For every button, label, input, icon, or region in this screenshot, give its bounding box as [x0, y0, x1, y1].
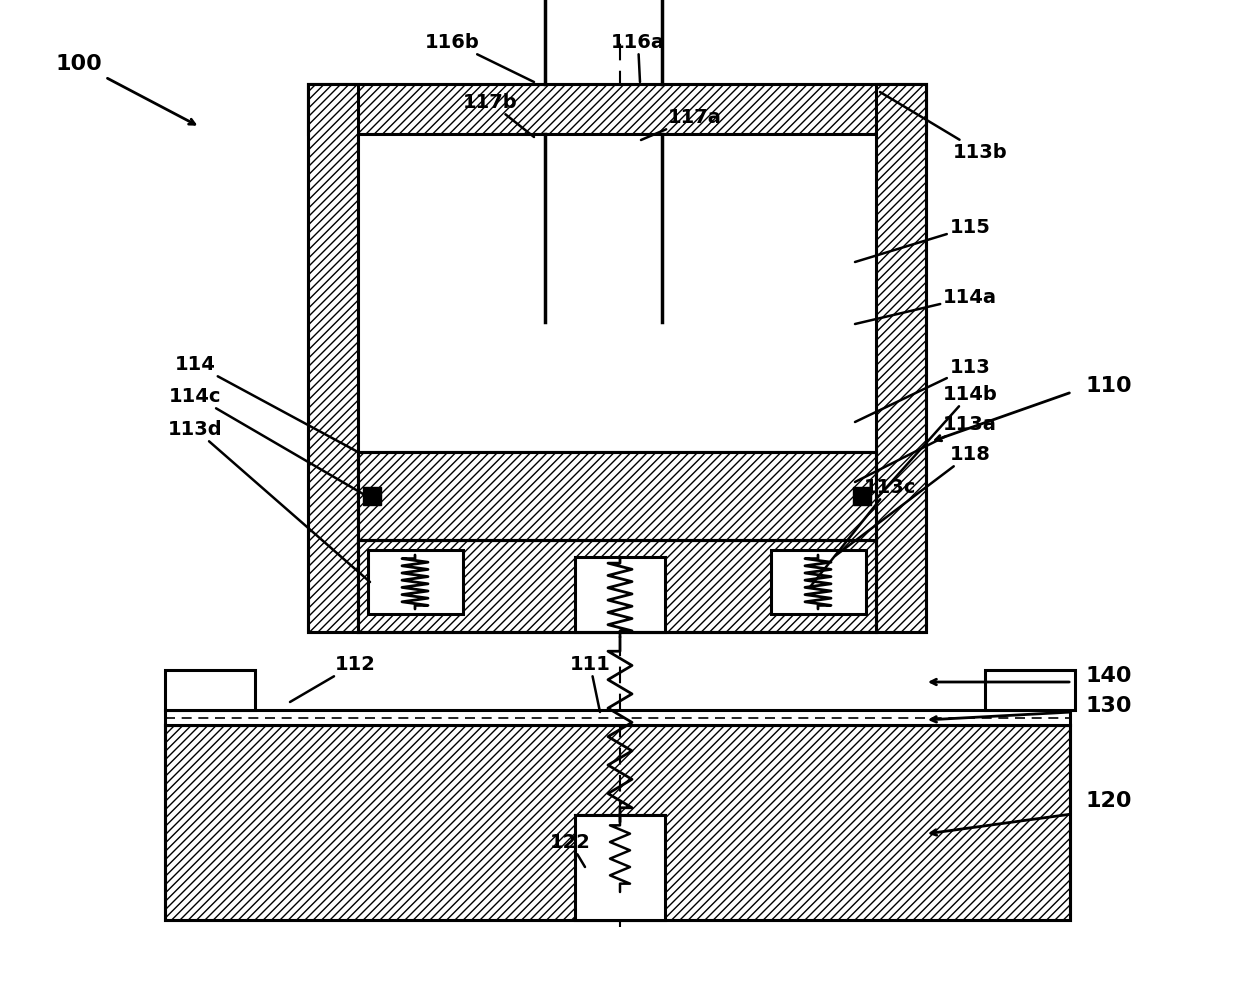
- Bar: [165, 725, 1070, 920]
- Bar: [165, 710, 1070, 725]
- Text: 130: 130: [1085, 696, 1131, 716]
- Text: 116a: 116a: [611, 32, 665, 82]
- Bar: [875, 84, 926, 632]
- Bar: [165, 670, 255, 710]
- Text: 111: 111: [569, 654, 610, 712]
- Text: 114: 114: [175, 355, 358, 452]
- Text: 115: 115: [856, 217, 991, 262]
- Text: 117a: 117a: [641, 107, 722, 140]
- Text: 113: 113: [856, 357, 991, 422]
- Text: 114a: 114a: [856, 288, 997, 324]
- Bar: [363, 487, 381, 505]
- Text: 110: 110: [1085, 376, 1132, 396]
- Bar: [853, 487, 870, 505]
- Text: 100: 100: [55, 54, 102, 74]
- Text: 140: 140: [1085, 666, 1131, 686]
- Bar: [985, 670, 1075, 710]
- Bar: [308, 84, 358, 632]
- Bar: [358, 452, 875, 540]
- Text: 118: 118: [835, 445, 991, 556]
- Text: 122: 122: [549, 833, 590, 867]
- Text: 116b: 116b: [424, 32, 534, 82]
- Bar: [358, 134, 875, 452]
- Text: 120: 120: [1085, 791, 1131, 811]
- Bar: [358, 540, 875, 632]
- Bar: [308, 84, 926, 632]
- Text: 117b: 117b: [463, 92, 534, 137]
- Bar: [368, 550, 463, 614]
- Bar: [358, 452, 875, 540]
- Text: 113c: 113c: [810, 477, 916, 587]
- Text: 113a: 113a: [856, 414, 997, 482]
- Bar: [575, 557, 665, 632]
- Bar: [575, 815, 665, 920]
- Text: 114b: 114b: [877, 385, 997, 498]
- Text: 112: 112: [290, 654, 376, 702]
- Bar: [308, 84, 926, 134]
- Bar: [358, 540, 875, 632]
- Text: 113b: 113b: [880, 92, 1007, 161]
- Bar: [771, 550, 866, 614]
- Bar: [165, 725, 1070, 920]
- Text: 114c: 114c: [169, 387, 370, 498]
- Text: 113d: 113d: [167, 419, 370, 582]
